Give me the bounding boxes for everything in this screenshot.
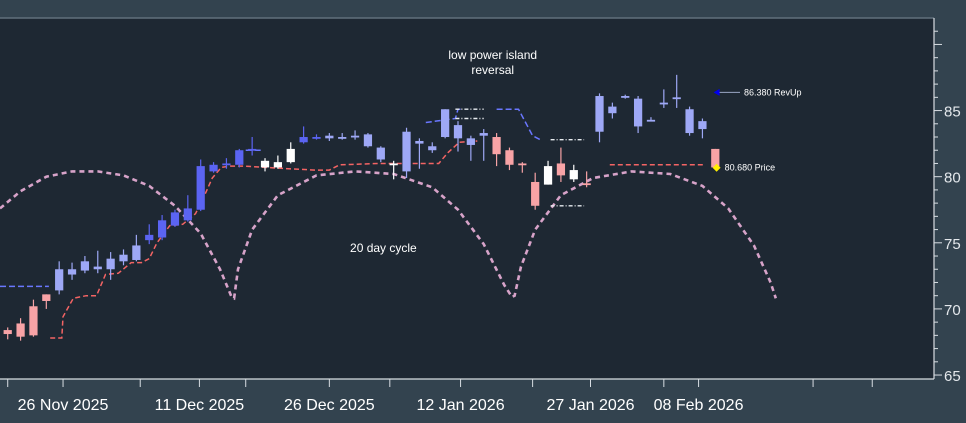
price-label: 80.680 Price [725,163,776,173]
candle-body [55,269,64,291]
candle-body [260,160,270,168]
chart-annotation: low power island reversal [448,48,537,77]
candle-body [685,109,694,134]
candle-body [608,106,617,114]
candle-body [479,133,488,136]
y-tick-label: 75 [944,236,961,253]
candle-body [299,137,308,143]
annotations: low power island reversal 20 day cycle [350,48,537,255]
candle-body [363,134,373,147]
y-tick-label: 70 [944,302,961,319]
candle-body [505,150,514,165]
candle-body [209,164,218,172]
annotation-line: reversal [471,63,514,77]
x-tick-label: 11 Dec 2025 [155,397,245,414]
annotation-line: 20 day cycle [350,241,417,255]
annotation-line: low power island [448,48,537,62]
x-tick-label: 26 Nov 2025 [18,397,109,414]
candle-body [402,131,411,172]
y-tick-label: 65 [944,368,961,385]
candle-body [235,150,244,165]
y-tick-label: 80 [944,170,961,187]
candle-body [428,146,437,151]
chart-annotation: 20 day cycle [350,241,417,255]
candle-body [248,148,257,151]
markers: 86.380 RevUp 80.680 Price [712,87,802,173]
candle-body [286,148,295,163]
candle-body [531,181,540,206]
candle-body [376,147,385,160]
candle-body [325,135,334,139]
candle-body [646,119,656,122]
candle-body [183,208,192,221]
candle-body [106,258,115,270]
candle-body [389,163,398,166]
candle-body [595,96,604,132]
candle-body [80,261,90,271]
x-tick-label: 08 Feb 2026 [654,397,744,414]
price-marker-icon [712,163,721,172]
candle-body [132,245,141,260]
x-axis: 26 Nov 2025 11 Dec 2025 26 Dec 2025 12 Jan … [7,379,873,414]
candle-body [222,163,231,166]
candle-body [3,330,12,335]
candle-body [16,323,25,337]
candle-body [659,102,668,105]
candle-body [145,234,154,241]
y-axis: 65 70 75 80 85 [934,30,961,385]
candle-body [93,266,102,270]
candle-body [119,254,128,262]
candle-body [633,98,643,127]
candle-body [338,137,347,139]
candle-body [29,306,38,336]
candle-body [492,137,501,155]
candle-body [582,183,591,186]
y-tick-label: 85 [944,104,961,121]
candle-body [42,294,51,301]
candle-body [441,109,450,138]
candle-body [672,97,681,100]
blue-stop-line [425,108,464,124]
candle-body [569,170,578,180]
candle-body [350,135,360,138]
candle-body [273,162,283,168]
candle-body [196,166,205,210]
revup-label: 86.380 RevUp [744,87,802,97]
candle-body [518,163,527,166]
candle-body [453,125,463,139]
plot-background [0,18,934,379]
candle-body [698,121,707,130]
candle-body [170,212,180,226]
candles [3,74,720,341]
candle-body [157,220,167,238]
candle-body [67,269,77,275]
candle-body [543,166,553,185]
candle-body [415,140,424,144]
blue-stop-line [496,108,541,141]
revup-arrow-icon [713,88,720,96]
candle-body [466,138,475,145]
x-tick-label: 26 Dec 2025 [284,397,375,414]
x-tick-label: 12 Jan 2026 [417,397,505,414]
candle-body [621,96,630,98]
candle-body [711,148,720,168]
candle-body [556,163,566,176]
x-tick-label: 27 Jan 2026 [546,397,634,414]
candle-body [312,137,321,139]
